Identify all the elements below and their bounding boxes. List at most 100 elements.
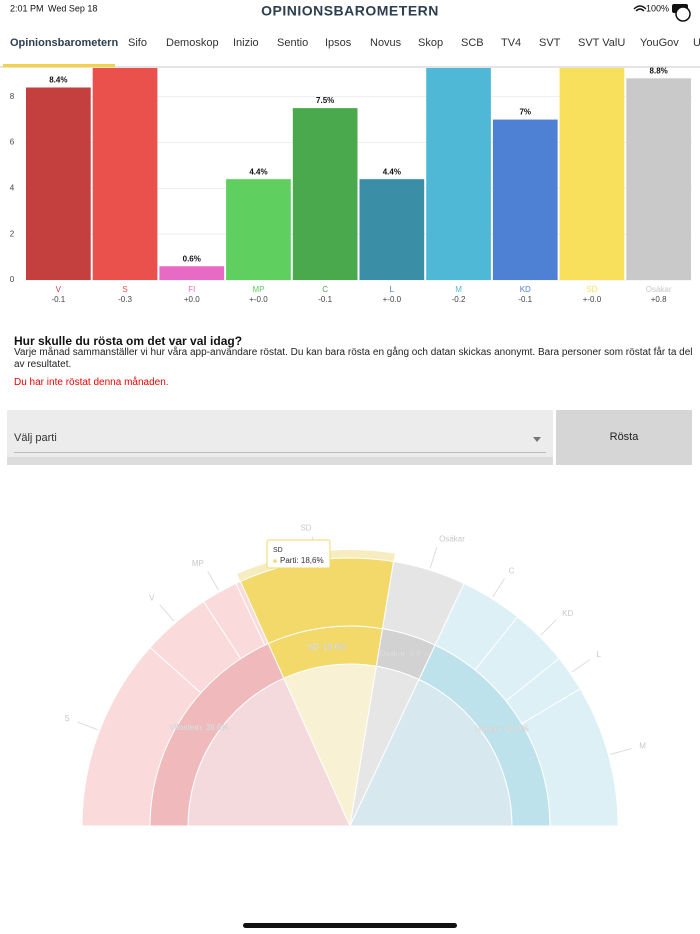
party-label: KD: [562, 609, 573, 618]
change-label: +0.0: [184, 295, 200, 304]
x-tick-label: C: [322, 285, 328, 294]
tab[interactable]: Demoskop: [166, 37, 219, 49]
tab[interactable]: Ipsos: [325, 37, 352, 49]
bar: [26, 87, 91, 280]
change-label: -0.2: [452, 295, 466, 304]
bar: [492, 119, 558, 280]
tab[interactable]: Sifo: [128, 37, 147, 49]
y-tick-label: 8: [10, 92, 15, 101]
x-tick-label: M: [455, 285, 462, 294]
x-tick-label: S: [122, 285, 127, 294]
select-underline: [14, 452, 546, 453]
party-label: C: [509, 567, 515, 576]
survey-description: Varje månad sammanställer vi hur våra ap…: [14, 347, 693, 370]
party-label: SD: [300, 524, 311, 533]
change-label: +-0.0: [383, 295, 402, 304]
change-label: -0.1: [518, 295, 532, 304]
change-label: -0.1: [51, 295, 65, 304]
bloc-label: Vänstern: 36.6%: [169, 723, 228, 732]
change-label: +-0.0: [583, 295, 602, 304]
label-leader: [159, 604, 175, 622]
change-label: +-0.0: [249, 295, 268, 304]
tooltip-title: SD: [273, 547, 283, 554]
tab[interactable]: Sentio: [277, 37, 308, 49]
y-tick-label: 2: [10, 229, 15, 238]
survey-notice: Du har inte röstat denna månaden.: [14, 377, 169, 388]
label-leader: [610, 748, 632, 755]
party-label: S: [64, 714, 69, 723]
bar: [92, 68, 158, 281]
status-battery: 100%: [646, 3, 669, 13]
tab[interactable]: TV4: [501, 37, 521, 49]
label-leader: [492, 577, 505, 598]
select-stripe: [7, 457, 553, 465]
value-label: 8.4%: [49, 76, 67, 85]
bar: [359, 179, 425, 280]
party-label: L: [597, 650, 602, 659]
party-select[interactable]: [7, 410, 553, 465]
tab[interactable]: Skop: [418, 37, 443, 49]
wifi-icon: [633, 5, 647, 12]
value-label: 0.6%: [183, 254, 201, 263]
y-tick-label: 0: [10, 275, 15, 284]
bloc-label: Osäkar: 8.8%: [379, 649, 427, 658]
bloc-label: SD: 18.6%: [308, 643, 346, 652]
tab[interactable]: Opinionsbarometern: [10, 37, 118, 49]
x-tick-label: FI: [188, 285, 195, 294]
party-slice[interactable]: [521, 688, 619, 827]
tab-indicator: [3, 64, 115, 67]
status-time: 2:01 PM: [10, 3, 44, 13]
select-arrow[interactable]: [533, 437, 541, 442]
tab[interactable]: U: [693, 37, 700, 49]
change-label: +0.8: [651, 295, 667, 304]
value-label: 4.4%: [383, 167, 401, 176]
tab-shadow: [0, 66, 700, 68]
x-tick-label: SD: [586, 285, 597, 294]
party-label: MP: [192, 559, 204, 568]
label-leader: [571, 659, 591, 673]
tab[interactable]: SVT: [539, 37, 561, 49]
tooltip-box: [266, 539, 331, 569]
party-label: V: [149, 594, 155, 603]
bar: [559, 68, 625, 280]
value-label: 4.4%: [249, 167, 267, 176]
y-tick-label: 4: [10, 183, 15, 192]
x-tick-label: KD: [520, 285, 531, 294]
value-label: 7.5%: [316, 96, 334, 105]
label-leader: [540, 619, 557, 636]
label-leader: [429, 547, 438, 569]
tab[interactable]: Inizio: [233, 37, 259, 49]
home-indicator: [243, 923, 457, 928]
app-title: OPINIONSBAROMETERN: [261, 3, 439, 19]
bloc-label: Högern: 36.0%: [475, 725, 528, 734]
y-tick-label: 6: [10, 138, 15, 147]
x-tick-label: L: [390, 285, 395, 294]
change-label: -0.1: [318, 295, 332, 304]
tab[interactable]: SVT ValU: [578, 37, 625, 49]
value-label: 7%: [519, 108, 531, 117]
vote-button[interactable]: Rösta: [556, 410, 692, 465]
x-tick-label: MP: [252, 285, 264, 294]
profile-icon[interactable]: [675, 6, 691, 22]
party-label: Osäkar: [439, 535, 465, 544]
bar: [159, 266, 225, 280]
plot-area: [26, 68, 691, 281]
label-leader: [207, 570, 219, 591]
tab[interactable]: Novus: [370, 37, 402, 49]
party-label: M: [639, 741, 646, 750]
tooltip-dot: [273, 559, 277, 563]
bar: [626, 78, 691, 281]
tab[interactable]: SCB: [461, 37, 484, 49]
x-tick-label: V: [56, 285, 62, 294]
label-leader: [76, 721, 98, 731]
x-tick-label: Osäkar: [646, 285, 672, 294]
status-date: Wed Sep 18: [48, 3, 97, 13]
change-label: -0.3: [118, 295, 132, 304]
tooltip: SD Parti: 18,6%: [266, 539, 331, 569]
tab[interactable]: YouGov: [640, 37, 679, 49]
survey-question: Hur skulle du rösta om det var val idag?: [14, 334, 243, 348]
bar: [292, 108, 358, 280]
select-placeholder[interactable]: Välj parti: [14, 432, 57, 444]
